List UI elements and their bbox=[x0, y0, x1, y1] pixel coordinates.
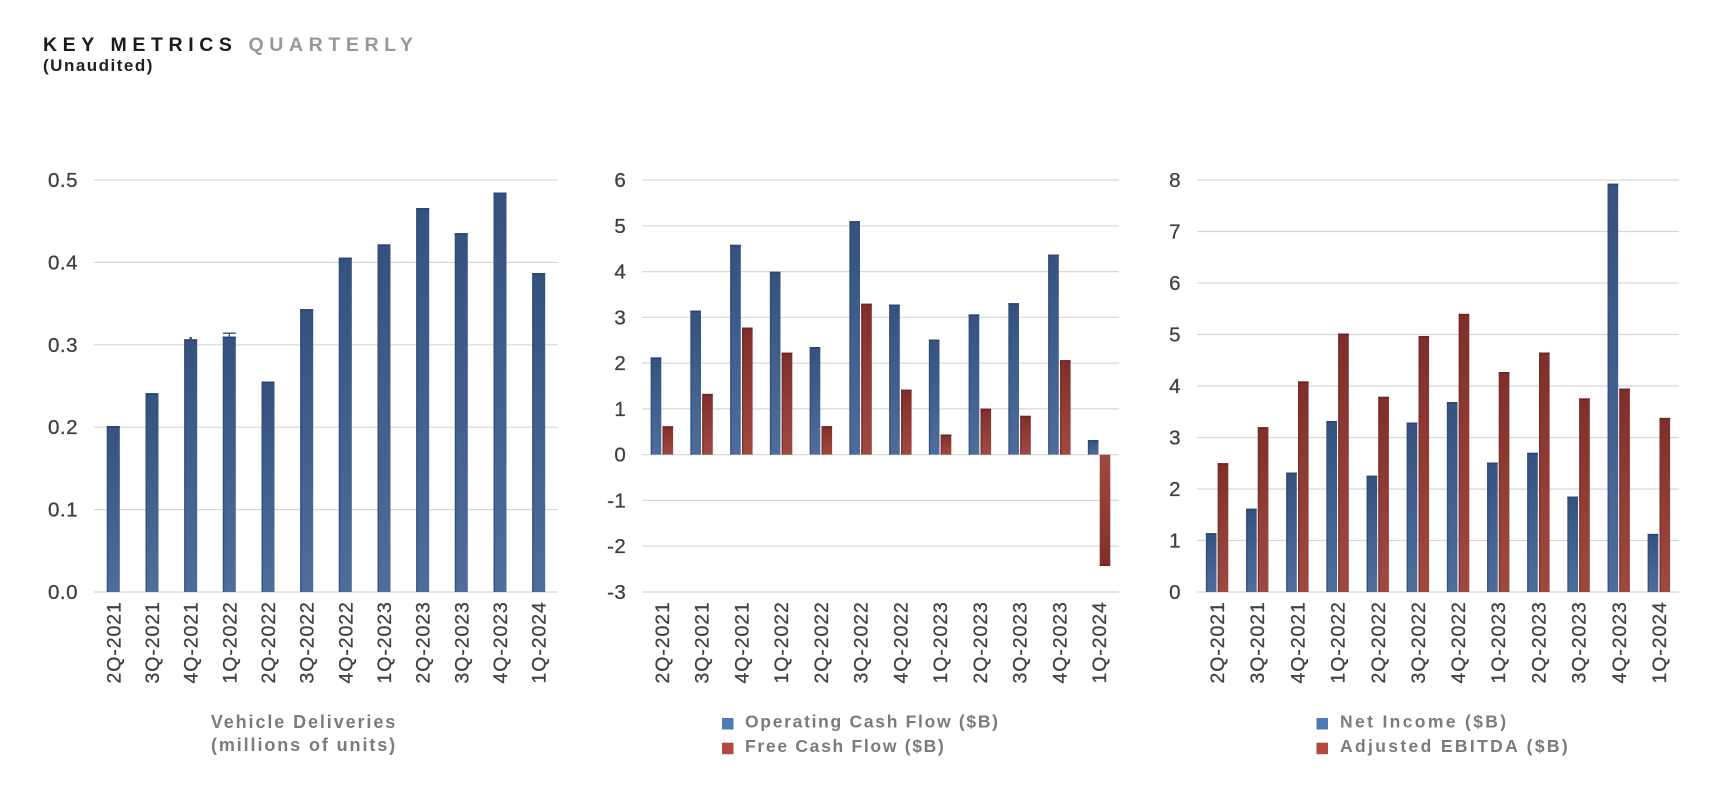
svg-text:2Q-2023: 2Q-2023 bbox=[970, 601, 992, 683]
svg-text:0.0: 0.0 bbox=[48, 581, 78, 604]
svg-text:4Q-2022: 4Q-2022 bbox=[335, 601, 357, 683]
svg-text:-1: -1 bbox=[607, 489, 626, 512]
svg-text:1Q-2022: 1Q-2022 bbox=[771, 601, 793, 683]
svg-text:2Q-2022: 2Q-2022 bbox=[258, 601, 280, 683]
svg-text:3Q-2023: 3Q-2023 bbox=[1010, 601, 1032, 683]
svg-text:0.2: 0.2 bbox=[48, 416, 78, 439]
svg-text:3Q-2022: 3Q-2022 bbox=[297, 601, 319, 683]
svg-text:1Q-2023: 1Q-2023 bbox=[1488, 601, 1510, 683]
svg-text:0.4: 0.4 bbox=[48, 251, 78, 274]
svg-text:1Q-2024: 1Q-2024 bbox=[1089, 601, 1111, 683]
svg-text:KEY METRICS QUARTERLY: KEY METRICS QUARTERLY bbox=[43, 34, 418, 56]
svg-text:2Q-2022: 2Q-2022 bbox=[1368, 601, 1390, 683]
svg-text:1: 1 bbox=[1169, 530, 1181, 553]
svg-text:3Q-2021: 3Q-2021 bbox=[692, 601, 714, 683]
svg-text:Adjusted EBITDA ($B): Adjusted EBITDA ($B) bbox=[1340, 736, 1570, 756]
svg-text:3Q-2022: 3Q-2022 bbox=[851, 601, 873, 683]
svg-text:1Q-2023: 1Q-2023 bbox=[374, 601, 396, 683]
svg-text:3Q-2022: 3Q-2022 bbox=[1408, 601, 1430, 683]
svg-text:2Q-2022: 2Q-2022 bbox=[811, 601, 833, 683]
svg-text:2Q-2023: 2Q-2023 bbox=[1528, 601, 1550, 683]
svg-text:Free Cash Flow ($B): Free Cash Flow ($B) bbox=[745, 736, 946, 756]
svg-text:4Q-2022: 4Q-2022 bbox=[890, 601, 912, 683]
svg-text:4Q-2021: 4Q-2021 bbox=[1287, 601, 1309, 683]
svg-text:7: 7 bbox=[1169, 221, 1181, 244]
svg-text:4Q-2023: 4Q-2023 bbox=[1049, 601, 1071, 683]
svg-text:3Q-2023: 3Q-2023 bbox=[1569, 601, 1591, 683]
svg-text:0.3: 0.3 bbox=[48, 334, 78, 357]
svg-text:0: 0 bbox=[1169, 581, 1181, 604]
svg-text:2Q-2021: 2Q-2021 bbox=[103, 601, 125, 683]
svg-text:1Q-2022: 1Q-2022 bbox=[219, 601, 241, 683]
svg-text:3Q-2021: 3Q-2021 bbox=[142, 601, 164, 683]
svg-text:3Q-2021: 3Q-2021 bbox=[1247, 601, 1269, 683]
svg-text:Net Income ($B): Net Income ($B) bbox=[1340, 711, 1508, 731]
svg-text:4Q-2021: 4Q-2021 bbox=[731, 601, 753, 683]
svg-text:Operating Cash Flow ($B): Operating Cash Flow ($B) bbox=[745, 711, 1000, 731]
svg-text:4: 4 bbox=[1169, 375, 1181, 398]
svg-text:-2: -2 bbox=[607, 535, 626, 558]
svg-text:0.1: 0.1 bbox=[48, 499, 78, 522]
svg-text:Vehicle Deliveries: Vehicle Deliveries bbox=[211, 712, 397, 732]
svg-text:2: 2 bbox=[1169, 478, 1181, 501]
svg-text:3Q-2023: 3Q-2023 bbox=[451, 601, 473, 683]
svg-text:6: 6 bbox=[614, 169, 626, 192]
svg-text:2Q-2021: 2Q-2021 bbox=[1207, 601, 1229, 683]
svg-text:1Q-2023: 1Q-2023 bbox=[930, 601, 952, 683]
svg-text:2: 2 bbox=[614, 352, 626, 375]
svg-text:4Q-2023: 4Q-2023 bbox=[1609, 601, 1631, 683]
svg-text:6: 6 bbox=[1169, 272, 1181, 295]
svg-text:5: 5 bbox=[614, 215, 626, 238]
svg-text:4Q-2021: 4Q-2021 bbox=[181, 601, 203, 683]
svg-text:3: 3 bbox=[1169, 427, 1181, 450]
svg-text:-3: -3 bbox=[607, 581, 626, 604]
svg-text:8: 8 bbox=[1169, 169, 1181, 192]
svg-text:0.5: 0.5 bbox=[48, 169, 78, 192]
svg-text:2Q-2023: 2Q-2023 bbox=[413, 601, 435, 683]
svg-text:5: 5 bbox=[1169, 324, 1181, 347]
svg-text:1Q-2022: 1Q-2022 bbox=[1328, 601, 1350, 683]
svg-text:1Q-2024: 1Q-2024 bbox=[1649, 601, 1671, 683]
svg-text:1Q-2024: 1Q-2024 bbox=[529, 601, 551, 683]
svg-text:(millions of units): (millions of units) bbox=[211, 735, 397, 755]
svg-text:4Q-2023: 4Q-2023 bbox=[490, 601, 512, 683]
svg-text:4: 4 bbox=[614, 261, 626, 284]
svg-text:(Unaudited): (Unaudited) bbox=[43, 56, 154, 75]
svg-text:3: 3 bbox=[614, 306, 626, 329]
svg-text:1: 1 bbox=[614, 398, 626, 421]
svg-text:2Q-2021: 2Q-2021 bbox=[652, 601, 674, 683]
svg-text:0: 0 bbox=[614, 444, 626, 467]
svg-text:4Q-2022: 4Q-2022 bbox=[1448, 601, 1470, 683]
